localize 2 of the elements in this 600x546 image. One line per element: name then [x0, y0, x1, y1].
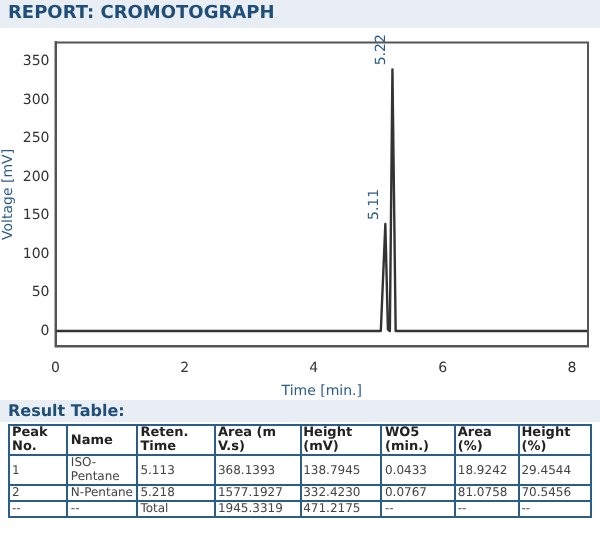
chart-title: REPORT: CROMOTOGRAPH: [0, 0, 600, 28]
text: Result Table:: [0, 400, 600, 422]
